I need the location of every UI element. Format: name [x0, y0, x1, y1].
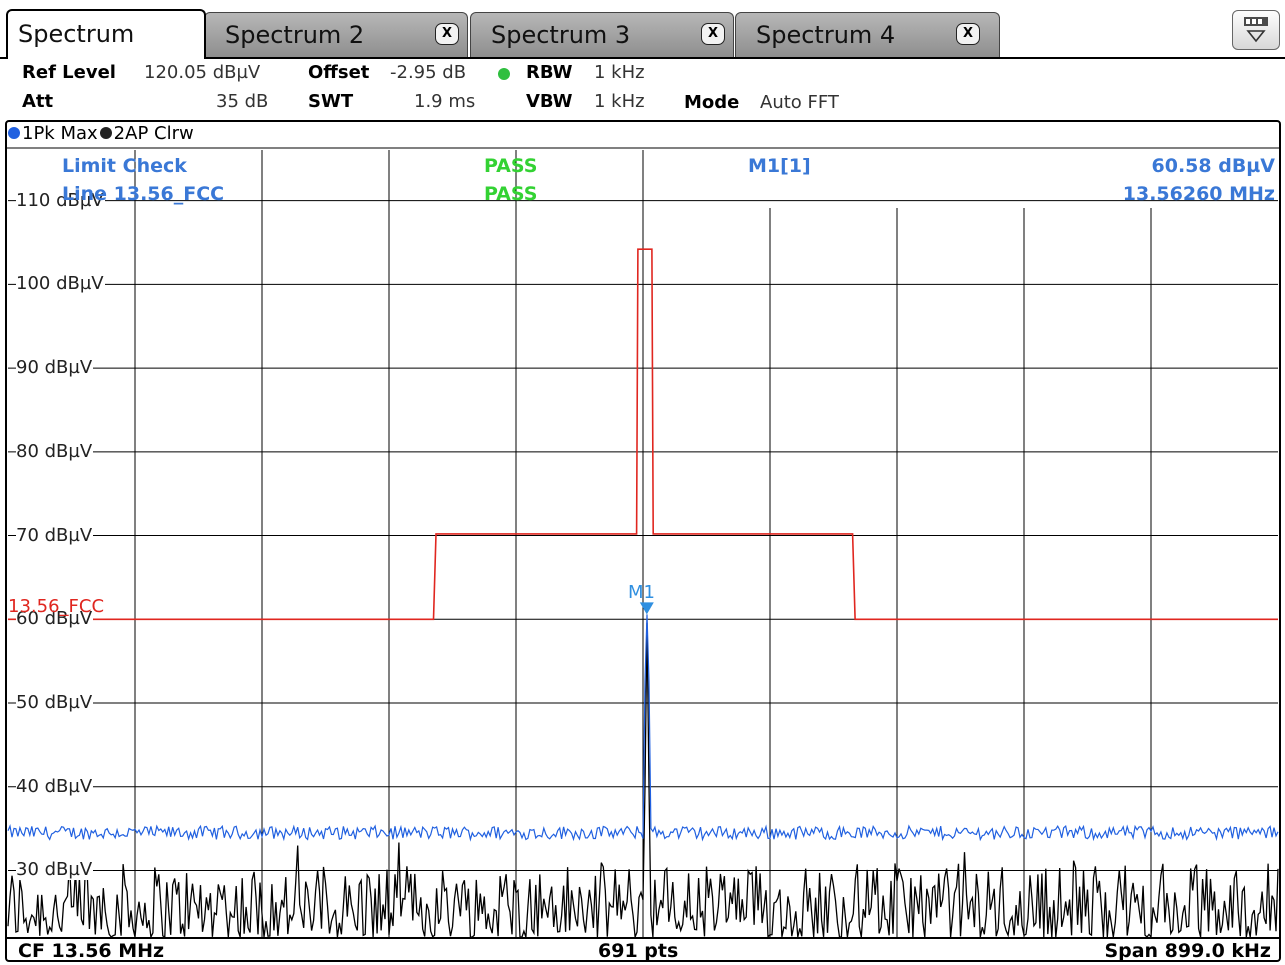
limit-check-label: Limit Check — [62, 155, 187, 177]
rbw-value[interactable]: 1 kHz — [594, 62, 645, 83]
tab-spectrum-4[interactable]: Spectrum 4 X — [735, 12, 1000, 57]
footer-separator — [5, 937, 1281, 939]
frequency-span[interactable]: Span 899.0 kHz — [1104, 940, 1271, 962]
y-tick-label: 70 dBµV — [16, 524, 94, 546]
marker-m1-icon[interactable] — [639, 602, 654, 615]
limit-line-13-56-fcc — [8, 248, 1278, 621]
y-tick-label: 110 dBµV — [16, 189, 105, 211]
rbw-indicator-icon — [498, 68, 510, 80]
limit-check-result: PASS — [484, 155, 538, 177]
trace2-label[interactable]: 2AP Clrw — [113, 123, 194, 144]
marker-info-frequency: 13.56260 MHz — [1122, 183, 1275, 205]
y-tick-label: 50 dBµV — [16, 691, 94, 713]
vbw-label: VBW — [526, 91, 573, 112]
trace-2ap-clrw — [7, 622, 1279, 940]
trace1-label[interactable]: 1Pk Max — [22, 123, 98, 144]
offset-value[interactable]: -2.95 dB — [390, 62, 467, 83]
mode-label: Mode — [684, 92, 740, 113]
marker-label[interactable]: M1 — [628, 582, 655, 603]
marker-info-name: M1[1] — [748, 155, 811, 177]
att-value[interactable]: 35 dB — [216, 91, 269, 112]
close-icon[interactable]: X — [956, 23, 980, 45]
tab-label: Spectrum 4 — [756, 21, 896, 49]
tab-label: Spectrum 3 — [491, 21, 631, 49]
tab-label: Spectrum — [18, 20, 135, 48]
trace-legend: 1Pk Max 2AP Clrw — [8, 123, 194, 147]
ref-level-label: Ref Level — [22, 62, 116, 83]
tab-bar: Spectrum 2 X Spectrum 3 X Spectrum 4 X S… — [0, 0, 1285, 60]
trace2-dot-icon — [99, 127, 112, 139]
limit-line-name: Line 13.56_FCC — [62, 183, 225, 205]
swt-value[interactable]: 1.9 ms — [414, 91, 476, 112]
close-icon[interactable]: X — [701, 23, 725, 45]
offset-label: Offset — [308, 62, 370, 83]
tab-spectrum-3[interactable]: Spectrum 3 X — [470, 12, 734, 57]
close-icon[interactable]: X — [435, 23, 459, 45]
att-label: Att — [22, 91, 54, 112]
swt-label: SWT — [308, 91, 354, 112]
marker-info-level: 60.58 dBµV — [1151, 155, 1275, 177]
y-tick-label: 60 dBµV — [16, 608, 94, 630]
overview-menu-icon — [1244, 17, 1268, 43]
sweep-points: 691 pts — [598, 940, 679, 962]
ref-level-value[interactable]: 120.05 dBµV — [144, 62, 261, 83]
limit-line-label: 13.56_FCC — [8, 596, 105, 617]
trace-1pk-max — [7, 614, 1279, 842]
tab-label: Spectrum 2 — [225, 21, 365, 49]
y-tick-label: 80 dBµV — [16, 440, 94, 462]
limit-line-result: PASS — [484, 183, 538, 205]
overview-menu-button[interactable] — [1232, 10, 1280, 50]
y-tick-label: 40 dBµV — [16, 775, 94, 797]
rbw-label: RBW — [526, 62, 573, 83]
tab-spectrum[interactable]: Spectrum — [6, 9, 206, 59]
vbw-value[interactable]: 1 kHz — [594, 91, 645, 112]
mode-value[interactable]: Auto FFT — [760, 92, 839, 113]
y-tick-label: 30 dBµV — [16, 859, 94, 881]
y-tick-label: 100 dBµV — [16, 273, 105, 295]
tab-spectrum-2[interactable]: Spectrum 2 X — [204, 12, 468, 57]
trace1-dot-icon — [8, 127, 20, 139]
y-tick-label: 90 dBµV — [16, 357, 94, 379]
spectrum-diagram[interactable] — [5, 120, 1281, 962]
center-frequency[interactable]: CF 13.56 MHz — [18, 940, 165, 962]
tab-bar-underline — [0, 57, 1285, 59]
